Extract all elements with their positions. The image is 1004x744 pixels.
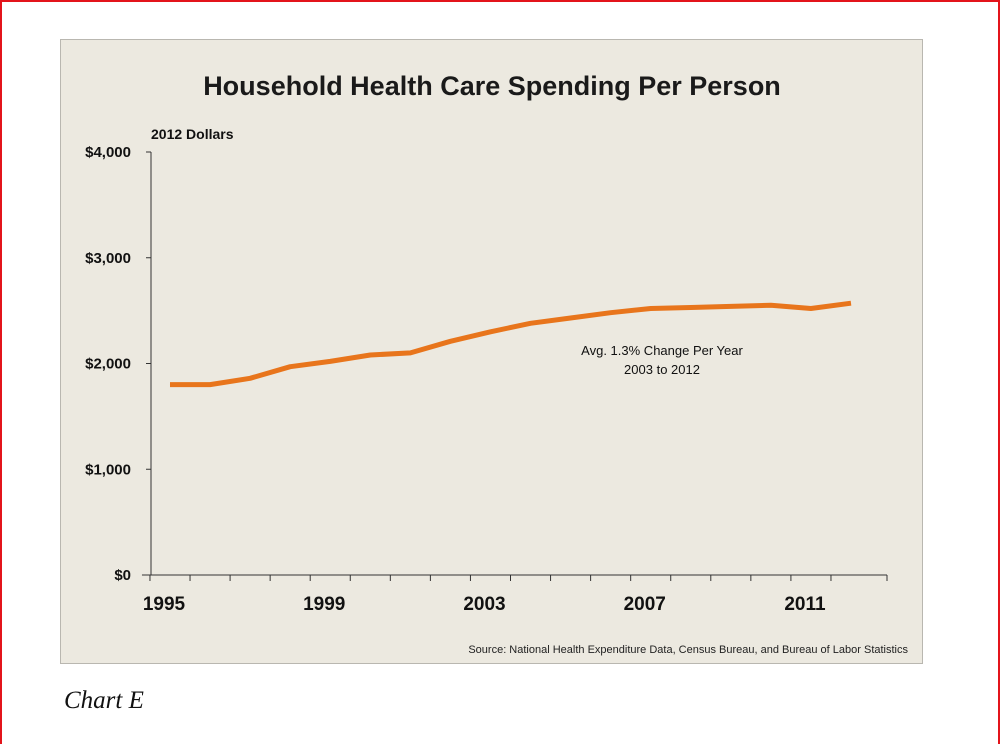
unit-label: 2012 Dollars [151, 126, 234, 142]
series-line [170, 300, 852, 388]
annotation-line-1: Avg. 1.3% Change Per Year [581, 343, 743, 358]
y-tick-label: $4,000 [85, 144, 131, 161]
x-tick-label: 2003 [463, 594, 505, 615]
y-tick-label: $0 [114, 567, 131, 584]
chart-panel: Household Health Care Spending Per Perso… [60, 39, 923, 664]
chart: Household Health Care Spending Per Perso… [85, 71, 908, 656]
series-layer [169, 300, 852, 388]
y-tick-label: $3,000 [85, 250, 131, 267]
source-note: Source: National Health Expenditure Data… [468, 644, 908, 656]
chart-title: Household Health Care Spending Per Perso… [203, 71, 781, 101]
annotation-line-2: 2003 to 2012 [624, 362, 700, 377]
x-tick-label: 2007 [624, 594, 666, 615]
axes: $0 $1,000 $2,000 $3,000 $4,000 1995 1999 2003 20… [85, 144, 888, 615]
y-tick-label: $2,000 [85, 356, 131, 373]
y-tick-label: $1,000 [85, 461, 131, 478]
x-tick-label: 2011 [784, 594, 826, 615]
chart-caption: Chart E [64, 687, 144, 714]
x-tick-label: 1995 [143, 594, 186, 615]
x-tick-label: 1999 [303, 594, 345, 615]
